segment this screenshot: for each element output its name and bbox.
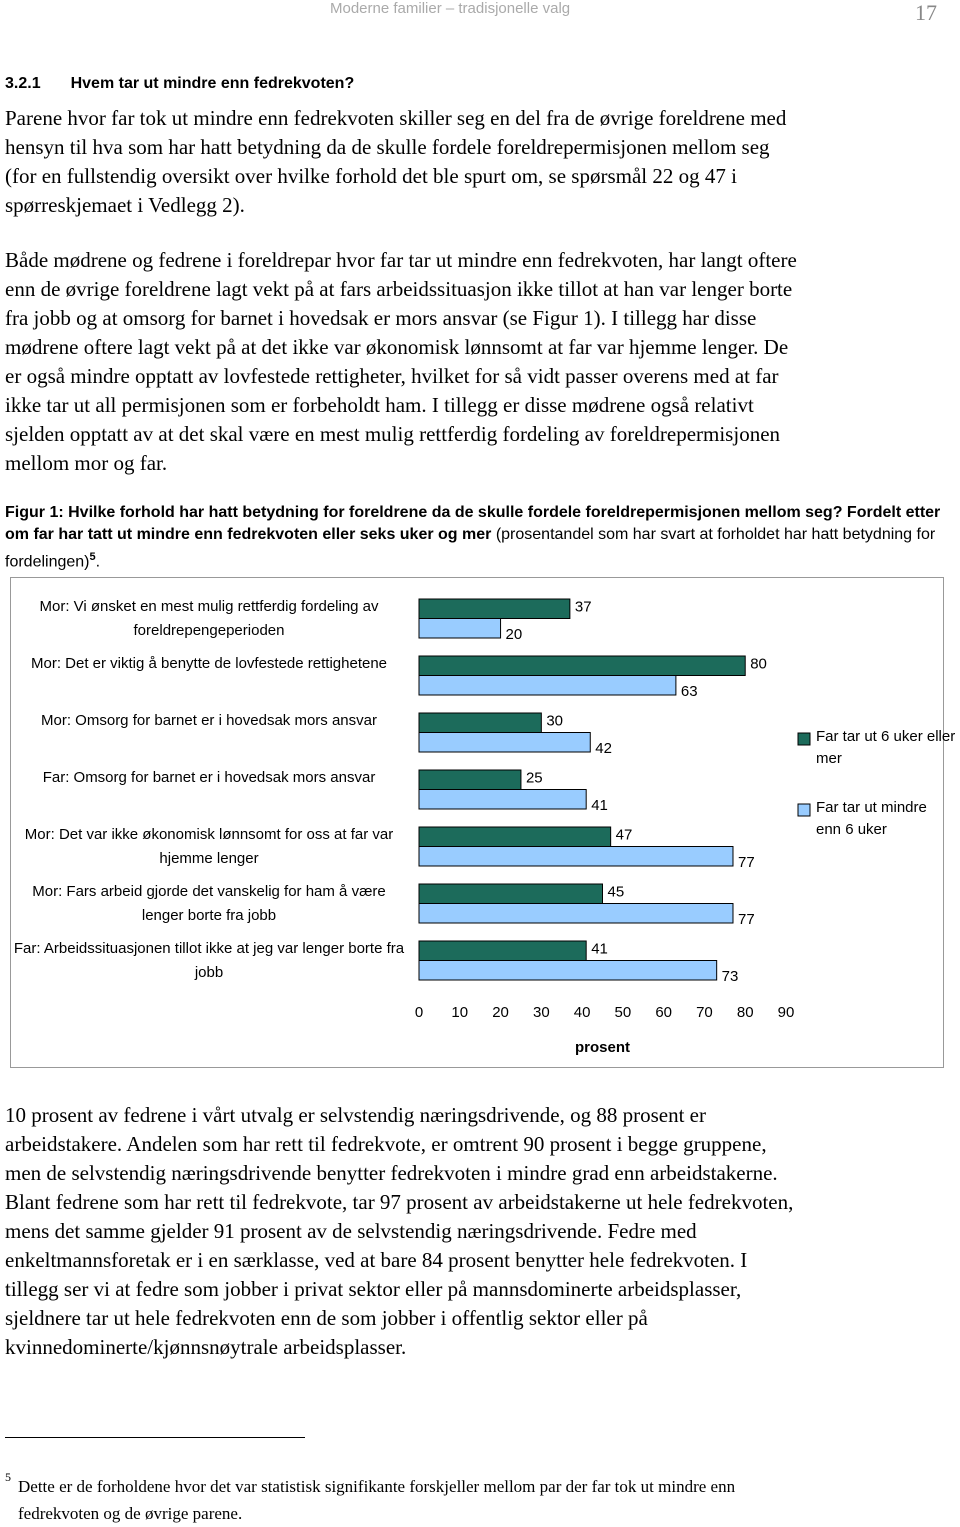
text-line: 10 prosent av fedrene i vårt utvalg er s… — [5, 1103, 706, 1127]
text-line: Både mødrene og fedrene i foreldrepar hv… — [5, 248, 797, 272]
text-line: mødrene oftere lagt vekt på at det ikke … — [5, 335, 789, 359]
legend-label: Far tar ut 6 uker eller mer — [816, 728, 956, 767]
x-tick-label: 70 — [696, 1004, 713, 1021]
category-label: Mor: Det er viktig å benytte de lovfeste… — [30, 654, 388, 672]
text-line: er også mindre opptatt av lovfestede ret… — [5, 364, 779, 388]
footnote-line: Dette er de forholdene hvor det var stat… — [18, 1477, 736, 1496]
bar — [418, 769, 522, 790]
value-label: 63 — [681, 683, 698, 700]
caption-bold: Figur 1: Hvilke forhold har hatt betydni… — [5, 504, 941, 543]
bar — [418, 940, 587, 961]
running-title: Moderne familier – tradisjonelle valg — [330, 0, 571, 17]
text-line: mellom mor og far. — [5, 451, 168, 475]
bar — [418, 675, 677, 696]
page-number: 17 — [915, 0, 937, 25]
text-line: sjelden opptatt av at det skal være en m… — [5, 422, 781, 446]
text-line: hensyn til hva som har hatt betydning da… — [5, 135, 770, 159]
value-label: 45 — [608, 884, 625, 901]
caption-note: 5 — [89, 551, 96, 563]
category-label: Mor: Omsorg for barnet er i hovedsak mor… — [41, 711, 377, 729]
chart-svg: 0 10 20 30 40 50 60 70 80 90 prosent 37 20 80 63 30 42 25… — [415, 598, 811, 1056]
text-line: men de selvstendig næringsdrivende benyt… — [5, 1161, 778, 1185]
bar — [418, 846, 734, 867]
value-label: 77 — [738, 854, 755, 871]
x-tick-label: 60 — [655, 1004, 672, 1021]
bar — [418, 826, 612, 847]
x-tick-label: 0 — [415, 1004, 423, 1021]
text-line: tillegg ser vi at fedre som jobber i pri… — [5, 1277, 742, 1301]
value-label: 77 — [738, 911, 755, 928]
footnote-line: fedrekvoten og de øvrige parene. — [18, 1504, 243, 1523]
text-line: fra jobb og at omsorg for barnet i hoved… — [5, 306, 757, 330]
value-label: 47 — [616, 827, 633, 844]
figure-caption: Figur 1: Hvilke forhold har hatt betydni… — [5, 502, 950, 573]
text-line: arbeidstakere. Andelen som har rett til … — [5, 1132, 767, 1156]
bar — [418, 598, 571, 619]
text-line: enn de øvrige foreldrene lagt vekt på at… — [5, 277, 793, 301]
x-tick-label: 20 — [492, 1004, 509, 1021]
legend-label: Far tar ut mindre enn 6 uker — [816, 799, 927, 838]
section-title: Hvem tar ut mindre enn fedrekvoten? — [70, 75, 355, 92]
bar — [418, 712, 542, 733]
text-line: spørreskjemaet i Vedlegg 2). — [5, 193, 245, 217]
text-line: kvinnedominerte/kjønnsnøytrale arbeidspl… — [5, 1335, 407, 1359]
legend-swatch — [797, 803, 811, 817]
value-label: 42 — [595, 740, 612, 757]
x-tick-label: 90 — [778, 1004, 795, 1021]
chart: 0 10 20 30 40 50 60 70 80 90 prosent 37 20 80 63 30 42 25… — [10, 577, 955, 1068]
category-label: Mor: Fars arbeid gjorde det vanskelig fo… — [32, 882, 386, 924]
text-line: ikke tar ut all permisjonen som er forbe… — [5, 393, 754, 417]
value-label: 25 — [526, 770, 543, 787]
bar — [418, 903, 734, 924]
text-line: (for en fullstendig oversikt over hvilke… — [5, 164, 737, 188]
legend-swatch — [797, 732, 811, 746]
category-label: Mor: Det var ikke økonomisk lønnsomt for… — [24, 825, 394, 867]
caption-end: . — [95, 553, 101, 571]
text-line: Parene hvor far tok ut mindre enn fedrek… — [5, 106, 787, 130]
x-tick-label: 10 — [451, 1004, 468, 1021]
footnote-rule — [5, 1437, 305, 1438]
x-axis-label: prosent — [575, 1039, 630, 1056]
value-label: 37 — [575, 599, 592, 616]
value-label: 73 — [722, 968, 739, 985]
category-label: Far: Omsorg for barnet er i hovedsak mor… — [42, 768, 376, 786]
text-line: enkeltmannsforetak er i en særklasse, ve… — [5, 1248, 748, 1272]
text-line: sjeldnere tar ut hele fedrekvoten enn de… — [5, 1306, 648, 1330]
value-label: 80 — [750, 656, 767, 673]
value-label: 41 — [591, 941, 608, 958]
value-label: 41 — [591, 797, 608, 814]
bar — [418, 960, 718, 981]
bar — [418, 655, 746, 676]
category-label: Mor: Vi ønsket en mest mulig rettferdig … — [39, 597, 379, 639]
x-tick-label: 80 — [737, 1004, 754, 1021]
bar — [418, 789, 587, 810]
text-line: mens det samme gjelder 91 prosent av de … — [5, 1219, 697, 1243]
x-tick-label: 30 — [533, 1004, 550, 1021]
value-label: 20 — [506, 626, 523, 643]
bar — [418, 883, 603, 904]
x-tick-label: 40 — [574, 1004, 591, 1021]
text-line: Blant fedrene som har rett til fedrekvot… — [5, 1190, 794, 1214]
section-number: 3.2.1 — [5, 75, 41, 92]
category-label: Far: Arbeidssituasjonen tillot ikke at j… — [13, 939, 405, 981]
section-heading: 3.2.1 Hvem tar ut mindre enn fedrekvoten? — [5, 75, 354, 93]
footnote-number: 5 — [5, 1470, 11, 1484]
bar — [418, 732, 591, 753]
bar — [418, 618, 502, 639]
value-label: 30 — [546, 713, 563, 730]
caption-normal: (prosentandel som har svart at forholdet… — [5, 526, 936, 571]
x-tick-label: 50 — [615, 1004, 632, 1021]
